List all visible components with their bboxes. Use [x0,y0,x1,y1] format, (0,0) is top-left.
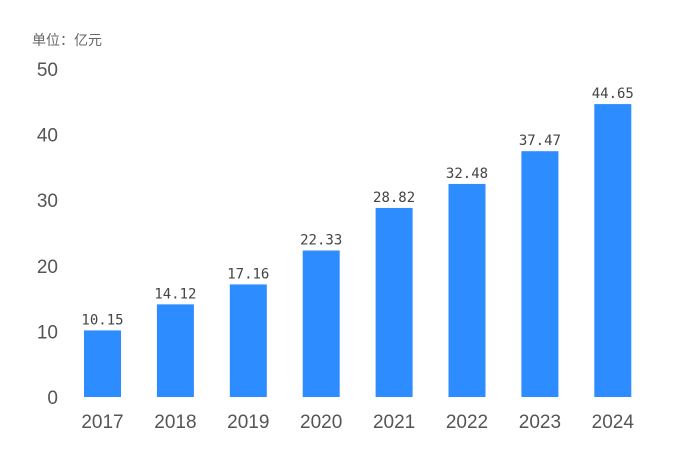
x-tick-label: 2021 [373,412,415,433]
bar-2021 [375,207,413,397]
bar-2018 [156,304,194,397]
y-tick-label: 50 [37,60,58,81]
data-label: 14.12 [154,286,196,302]
unit-label: 单位：亿元 [32,32,102,48]
bar-2017 [84,330,121,397]
y-tick-label: 30 [37,191,58,212]
data-label: 44.65 [592,86,634,102]
data-label: 32.48 [446,166,488,182]
bar-2020 [302,250,340,397]
bar-2024 [594,104,632,397]
x-tick-label: 2024 [592,412,635,433]
x-tick-label: 2020 [300,412,342,433]
bar-2019 [229,284,267,397]
x-tick-label: 2019 [227,412,269,433]
y-tick-label: 0 [47,388,58,409]
x-tick-label: 2017 [81,412,123,433]
bar-2022 [448,183,486,397]
y-tick-label: 10 [37,322,58,343]
y-tick-label: 20 [37,257,58,278]
bar-2023 [521,151,559,397]
x-tick-label: 2023 [519,412,561,433]
data-label: 10.15 [81,312,123,328]
data-label: 28.82 [373,190,415,206]
data-label: 17.16 [227,266,269,282]
x-tick-label: 2022 [446,412,488,433]
y-tick-label: 40 [37,126,58,147]
data-label: 37.47 [519,133,561,149]
x-tick-label: 2018 [154,412,196,433]
data-label: 22.33 [300,233,342,249]
